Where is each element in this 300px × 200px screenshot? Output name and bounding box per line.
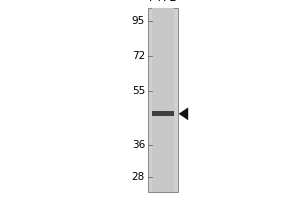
Text: T47D: T47D	[147, 0, 179, 4]
Polygon shape	[179, 108, 188, 120]
Text: 28: 28	[132, 172, 145, 182]
Text: 55: 55	[132, 86, 145, 96]
Text: 72: 72	[132, 51, 145, 61]
Text: 36: 36	[132, 140, 145, 150]
Bar	[148, 8, 178, 192]
Bar	[152, 8, 174, 192]
Bar	[152, 111, 174, 116]
Text: 95: 95	[132, 16, 145, 26]
